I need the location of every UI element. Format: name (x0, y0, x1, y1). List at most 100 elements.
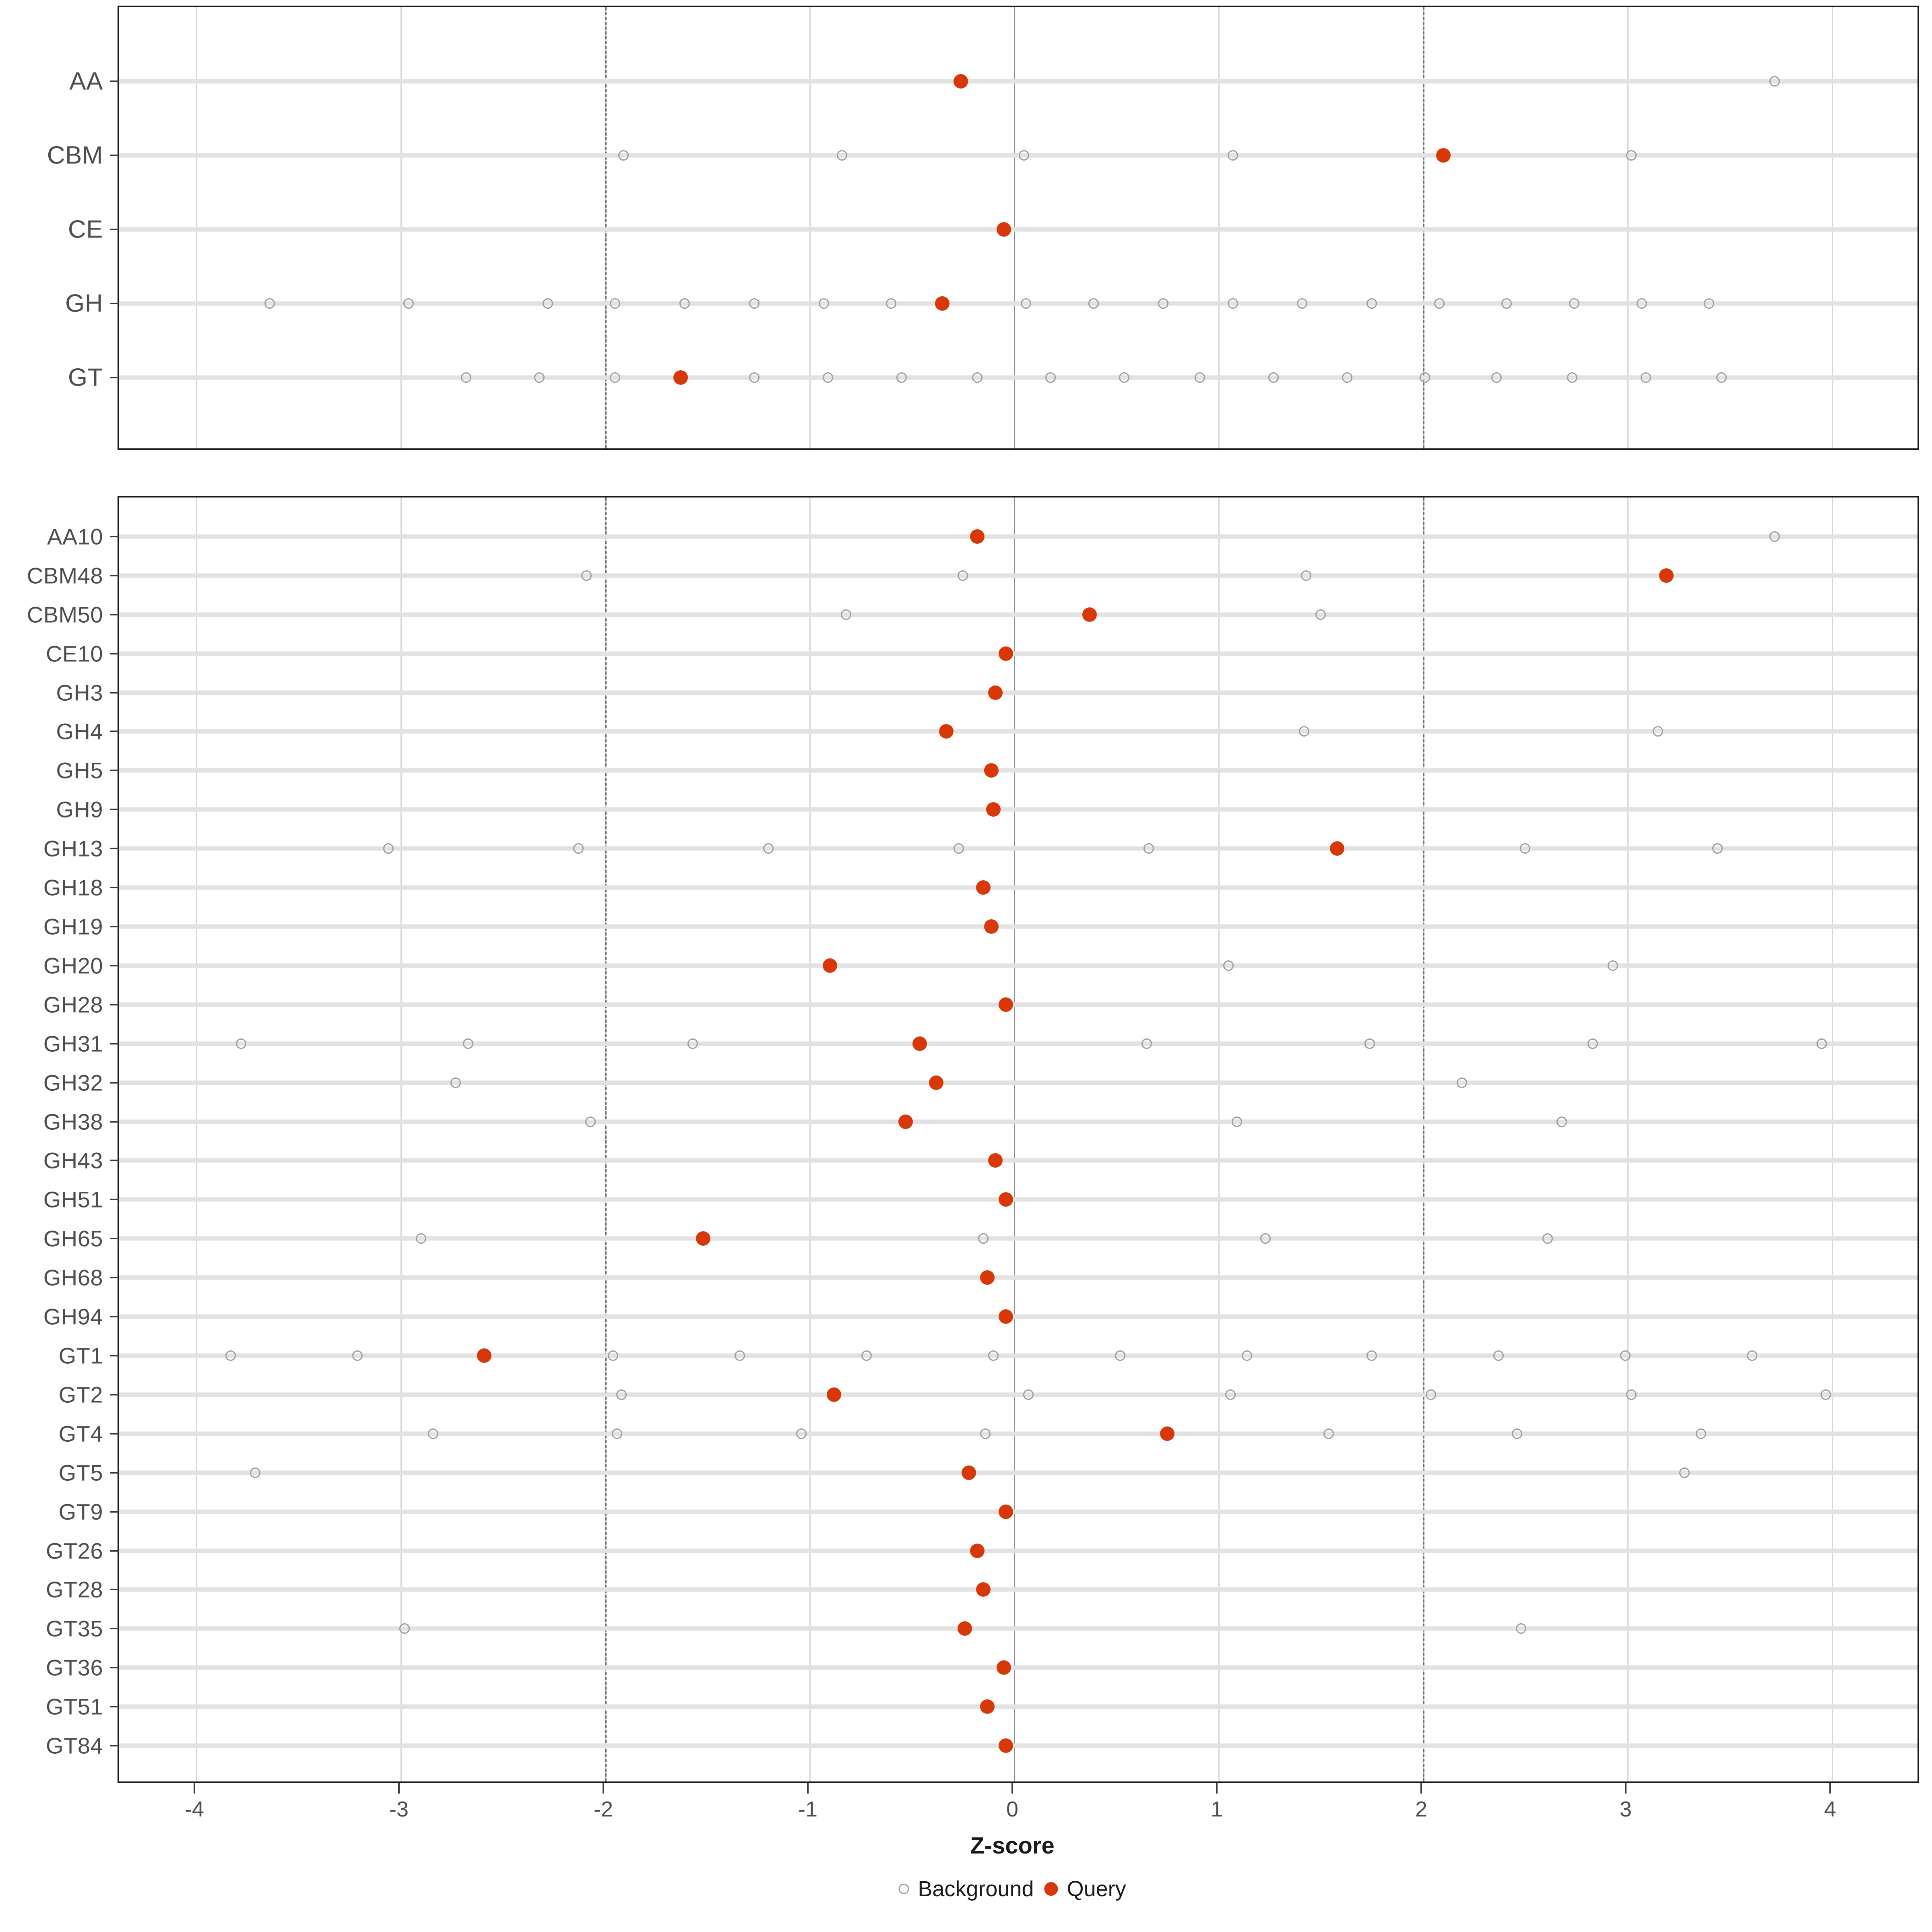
y-axis-tick (110, 887, 119, 889)
background-point (399, 1623, 410, 1634)
y-axis-tick (110, 1745, 119, 1747)
background-point (428, 1428, 439, 1439)
y-axis-label-gh28: GH28 (43, 992, 103, 1018)
row-gridline (119, 79, 1918, 84)
query-point (998, 1192, 1013, 1207)
background-point (542, 298, 553, 309)
y-axis-tick (110, 613, 119, 615)
y-axis-label-gh20: GH20 (43, 953, 103, 978)
x-axis-tick-label: 0 (1006, 1797, 1019, 1821)
y-axis-tick (110, 535, 119, 537)
background-point (1626, 1389, 1637, 1400)
background-point (1323, 1428, 1334, 1439)
background-point (1569, 298, 1579, 309)
y-axis-label-gh3: GH3 (56, 680, 103, 706)
background-point (1158, 298, 1168, 309)
y-axis-label-gh31: GH31 (43, 1031, 103, 1057)
y-axis-label-gt26: GT26 (45, 1538, 103, 1564)
background-point (988, 1350, 999, 1361)
y-axis-label-gh65: GH65 (43, 1226, 103, 1251)
legend: Background Query (898, 1876, 1126, 1901)
y-axis-label-gt51: GT51 (45, 1694, 103, 1719)
row-gridline (119, 1314, 1918, 1319)
x-axis-tick-label: -2 (593, 1797, 613, 1821)
background-point (450, 1077, 461, 1088)
background-point (1608, 960, 1618, 971)
legend-label-background: Background (918, 1877, 1034, 1901)
y-axis-label-gh94: GH94 (43, 1304, 103, 1329)
query-point (986, 802, 1001, 817)
background-point (958, 570, 968, 581)
legend-item-query[interactable]: Query (1044, 1876, 1126, 1901)
background-point (1620, 1350, 1631, 1361)
background-point (1227, 150, 1238, 161)
query-point (1082, 607, 1097, 622)
background-point (1225, 1389, 1236, 1400)
y-axis-tick (110, 1472, 119, 1474)
y-axis-tick (110, 809, 119, 811)
y-axis-tick (110, 1432, 119, 1435)
y-axis-tick (110, 1550, 119, 1552)
y-axis-tick (110, 1160, 119, 1162)
query-point (1436, 148, 1451, 163)
row-gridline (119, 1080, 1918, 1085)
row-gridline (119, 1041, 1918, 1046)
background-point (1556, 1116, 1567, 1127)
background-point (1021, 298, 1032, 309)
row-gridline (119, 1236, 1918, 1241)
x-axis-tick-label: 3 (1619, 1797, 1632, 1821)
plot-area-top: AA CBM CE GH GT (47, 7, 1918, 448)
background-point (235, 1038, 246, 1049)
x-axis-tick (807, 1783, 809, 1794)
query-point (898, 1114, 913, 1129)
y-axis-tick (110, 1706, 119, 1708)
legend-item-background[interactable]: Background (898, 1876, 1034, 1901)
background-point (1491, 372, 1502, 383)
row-gridline (119, 1158, 1918, 1163)
gridline-vertical (809, 497, 811, 1781)
y-axis-label-gh51: GH51 (43, 1187, 103, 1212)
y-axis-label-gt: GT (68, 363, 103, 392)
y-axis-tick (110, 1082, 119, 1084)
gridline-vertical (1218, 497, 1220, 1781)
y-axis-tick (110, 1511, 119, 1513)
y-axis-label-gh32: GH32 (43, 1070, 103, 1096)
panel-top-family-classes: AA CBM CE GH GT (47, 6, 1919, 450)
y-axis-label-gh5: GH5 (56, 758, 103, 783)
background-point (352, 1350, 363, 1361)
query-point (929, 1075, 943, 1090)
background-point (980, 1428, 991, 1439)
background-point (1587, 1038, 1598, 1049)
zero-reference-line (1014, 497, 1015, 1781)
x-axis-tick (1216, 1783, 1218, 1794)
y-axis-label-gh43: GH43 (43, 1148, 103, 1173)
query-point (998, 1738, 1013, 1753)
filled-circle-icon (1044, 1882, 1058, 1896)
background-point (1712, 843, 1723, 854)
background-point (1231, 1116, 1242, 1127)
background-point (608, 1350, 619, 1361)
y-axis-label-gt28: GT28 (45, 1577, 103, 1602)
row-gridline (119, 1431, 1918, 1436)
background-point (1342, 372, 1353, 383)
background-point (1301, 570, 1312, 581)
background-point (1144, 843, 1154, 854)
background-point (1195, 372, 1205, 383)
background-point (610, 298, 621, 309)
y-axis-label-gt36: GT36 (45, 1655, 103, 1680)
y-axis-tick (110, 1238, 119, 1240)
background-point (1520, 843, 1530, 854)
y-axis-label-cbm50: CBM50 (27, 602, 103, 627)
y-axis-label-gh19: GH19 (43, 914, 103, 939)
row-gridline (119, 651, 1918, 656)
y-axis-tick (110, 964, 119, 966)
query-point (998, 646, 1013, 661)
y-axis-label-ce: CE (68, 215, 103, 244)
x-axis-tick-label: -4 (184, 1797, 204, 1821)
background-point (1542, 1233, 1553, 1244)
gridline-vertical (196, 497, 197, 1781)
query-point (696, 1231, 710, 1246)
y-axis-tick (110, 1277, 119, 1279)
query-point (826, 1387, 841, 1402)
